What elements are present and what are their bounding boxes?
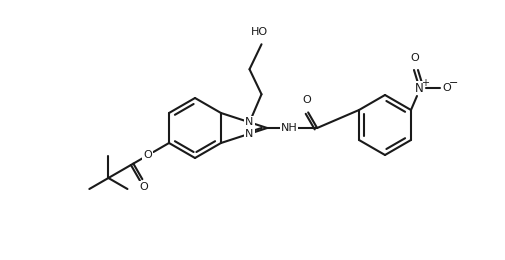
Text: O: O bbox=[411, 53, 419, 63]
Text: O: O bbox=[143, 151, 152, 160]
Text: N: N bbox=[245, 129, 254, 139]
Text: NH: NH bbox=[281, 123, 297, 133]
Text: O: O bbox=[139, 182, 148, 192]
Text: +: + bbox=[421, 78, 429, 88]
Text: N: N bbox=[245, 117, 254, 127]
Text: O: O bbox=[442, 83, 451, 93]
Text: O: O bbox=[303, 95, 312, 105]
Text: N: N bbox=[415, 81, 423, 94]
Text: −: − bbox=[449, 78, 459, 88]
Text: HO: HO bbox=[251, 27, 268, 37]
